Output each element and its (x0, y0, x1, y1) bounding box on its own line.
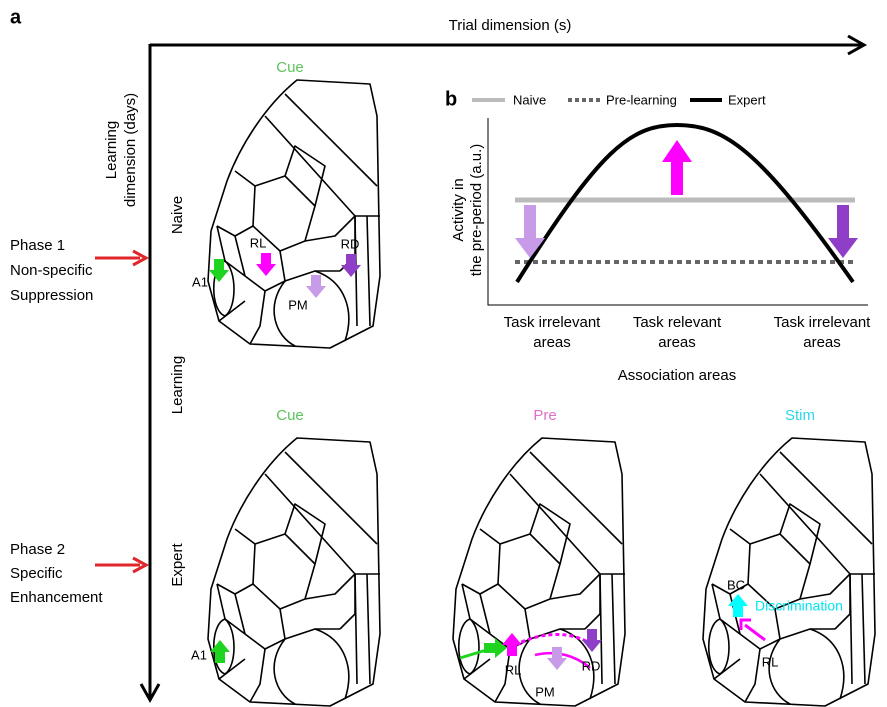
activity-arrow (256, 253, 276, 276)
activity-arrow (502, 633, 522, 656)
category-label: Task irrelevant (504, 314, 602, 331)
area-label: BC (727, 577, 745, 592)
area-label: RD (341, 236, 360, 251)
area-label: RL (250, 235, 267, 250)
area-label: RL (762, 654, 779, 669)
area-label: PM (535, 684, 555, 699)
panel-title: Cue (276, 59, 304, 76)
activity-arrow (547, 647, 567, 670)
activity-arrow (306, 275, 326, 298)
activity-arrow (341, 254, 361, 277)
phase-label: Phase 1 (10, 237, 65, 254)
change-arrow (662, 140, 692, 195)
area-label: PM (288, 297, 308, 312)
phase-label: Enhancement (10, 589, 103, 606)
panel-label: a (10, 6, 22, 28)
connection (745, 625, 765, 640)
category-label: areas (658, 334, 696, 351)
category-label: Task relevant (633, 314, 722, 331)
legend-label: Pre-learning (606, 92, 677, 107)
panel-title: Pre (533, 407, 556, 424)
phase-label: Phase 2 (10, 541, 65, 558)
legend-label: Expert (728, 92, 766, 107)
category-label: areas (533, 334, 571, 351)
area-label: A1 (191, 647, 207, 662)
stage-label: Expert (169, 542, 186, 586)
y-axis-label: dimension (days) (122, 93, 139, 207)
brain-map (703, 438, 875, 706)
y-axis-label: Activity in (450, 178, 467, 241)
expert-curve (517, 125, 853, 282)
phase-label: Specific (10, 565, 63, 582)
annotation: Discrimination (755, 598, 843, 614)
panel-title: Stim (785, 407, 815, 424)
legend-label: Naive (513, 92, 546, 107)
category-label: areas (803, 334, 841, 351)
activity-arrow (484, 638, 507, 658)
figure: a Trial dimension (s) Learning dimension… (0, 0, 887, 707)
change-arrow (515, 205, 545, 258)
phase-label: Suppression (10, 287, 93, 304)
area-label: RL (505, 662, 522, 677)
activity-arrow (582, 629, 602, 652)
x-axis-label: Association areas (618, 367, 736, 384)
area-label: A1 (192, 274, 208, 289)
y-axis-label: Learning (103, 121, 120, 179)
stage-label: Learning (169, 356, 186, 414)
panel-label: b (445, 88, 457, 110)
panel-title: Cue (276, 407, 304, 424)
stage-label: Naive (169, 196, 186, 234)
category-label: Task irrelevant (774, 314, 872, 331)
area-label: RD (582, 658, 601, 673)
y-axis-label: the pre-period (a.u.) (468, 144, 485, 277)
brain-map (208, 438, 380, 706)
x-axis-label: Trial dimension (s) (449, 17, 572, 34)
phase-label: Non-specific (10, 262, 93, 279)
